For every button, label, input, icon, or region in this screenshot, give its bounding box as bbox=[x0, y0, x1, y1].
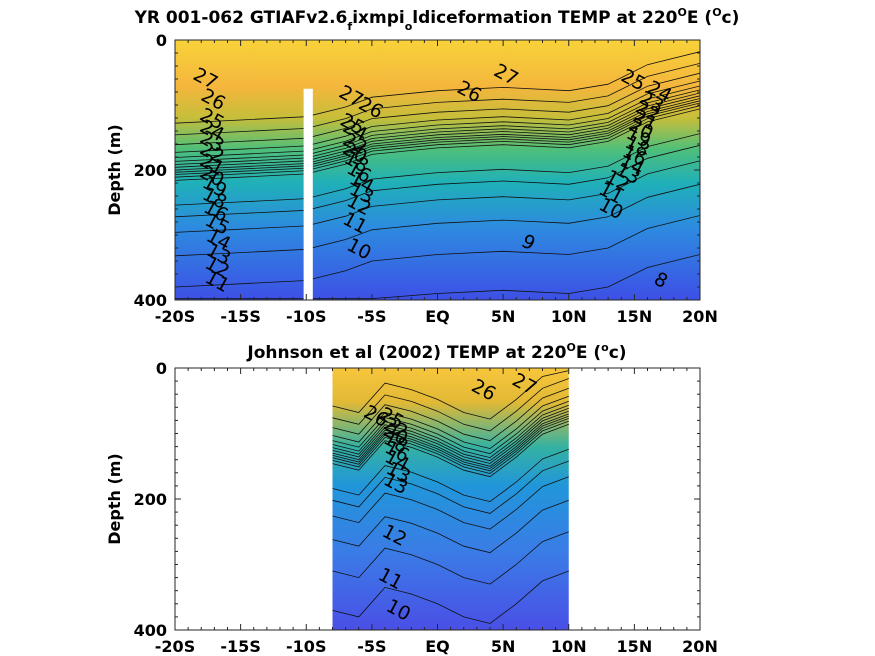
contour-line bbox=[175, 183, 700, 257]
y-tick-label: 400 bbox=[134, 621, 167, 640]
x-tick-label: -5S bbox=[357, 637, 386, 656]
y-tick-label: 0 bbox=[156, 359, 167, 378]
contour-line bbox=[332, 370, 569, 420]
contour-line bbox=[332, 395, 569, 450]
panel-1-data-gap bbox=[303, 88, 313, 300]
contour-line bbox=[175, 133, 700, 206]
x-tick-label: 10N bbox=[551, 307, 587, 326]
panel-2: Johnson et al (2002) TEMP at 220OE (oc) … bbox=[105, 341, 718, 656]
contour-line bbox=[332, 413, 569, 467]
panel-1-ylabel: Depth (m) bbox=[105, 124, 124, 216]
contour-line bbox=[332, 476, 569, 530]
panel-2-contours bbox=[332, 370, 569, 624]
x-tick-label: 5N bbox=[491, 307, 516, 326]
panel-1: YR 001-062 GTIAFv2.6fixmpioldiceformatio… bbox=[105, 6, 740, 326]
contour-line bbox=[175, 51, 700, 124]
x-tick-label: 10N bbox=[551, 637, 587, 656]
contour-line bbox=[332, 415, 569, 469]
x-tick-label: -10S bbox=[286, 307, 326, 326]
x-tick-label: 20N bbox=[682, 637, 718, 656]
contour-line bbox=[175, 89, 700, 162]
x-tick-label: 20N bbox=[682, 307, 718, 326]
x-tick-label: 15N bbox=[617, 637, 653, 656]
y-tick-label: 0 bbox=[156, 31, 167, 50]
panel-1-contours bbox=[175, 51, 700, 300]
contour-line bbox=[332, 570, 569, 624]
contour-line bbox=[175, 98, 700, 171]
contour-line bbox=[332, 407, 569, 462]
contour-line bbox=[332, 378, 569, 432]
x-tick-label: -20S bbox=[155, 637, 195, 656]
contour-line bbox=[175, 105, 700, 178]
x-tick-label: 15N bbox=[617, 307, 653, 326]
x-tick-label: EQ bbox=[425, 307, 450, 326]
contour-line bbox=[332, 387, 569, 442]
panel-2-ylabel: Depth (m) bbox=[105, 453, 124, 545]
contour-line bbox=[175, 160, 700, 233]
x-tick-label: -5S bbox=[357, 307, 386, 326]
contour-line bbox=[175, 102, 700, 175]
contour-line bbox=[332, 410, 569, 464]
contour-line bbox=[332, 423, 569, 478]
contour-line bbox=[175, 72, 700, 146]
panel-1-title: YR 001-062 GTIAFv2.6fixmpioldiceformatio… bbox=[134, 6, 740, 33]
contour-line bbox=[175, 144, 700, 218]
x-tick-label: EQ bbox=[425, 637, 450, 656]
contour-line bbox=[175, 92, 700, 165]
panel-2-ticks: -20S -15S -10S -5S EQ 5N 10N 15N 20N 0 200 400 bbox=[134, 359, 718, 656]
y-tick-label: 200 bbox=[134, 161, 167, 180]
panel-2-title: Johnson et al (2002) TEMP at 220OE (oc) bbox=[246, 341, 626, 363]
contour-line bbox=[175, 254, 700, 300]
contour-line bbox=[175, 108, 700, 181]
x-tick-label: -20S bbox=[155, 307, 195, 326]
x-tick-label: 5N bbox=[491, 637, 516, 656]
contour-line bbox=[332, 400, 569, 455]
panel-2-field bbox=[332, 368, 569, 630]
y-tick-label: 400 bbox=[134, 291, 167, 310]
y-tick-label: 200 bbox=[134, 490, 167, 509]
contour-line bbox=[332, 420, 569, 474]
contour-line bbox=[175, 95, 700, 168]
contour-line bbox=[175, 85, 700, 158]
contour-line bbox=[332, 531, 569, 585]
contour-line bbox=[332, 418, 569, 472]
x-tick-label: -15S bbox=[220, 637, 260, 656]
x-tick-label: -15S bbox=[220, 307, 260, 326]
contour-line bbox=[175, 63, 700, 136]
contour-line bbox=[175, 100, 700, 173]
contour-line bbox=[332, 404, 569, 459]
panel-1-ticks: -20S -15S -10S -5S EQ 5N 10N 15N 20N 0 200 400 bbox=[134, 31, 718, 326]
contour-line bbox=[175, 80, 700, 153]
contour-line bbox=[332, 499, 569, 554]
x-tick-label: -10S bbox=[286, 637, 326, 656]
contour-line bbox=[332, 460, 569, 514]
contour-line bbox=[332, 448, 569, 503]
contour-line bbox=[175, 215, 700, 288]
